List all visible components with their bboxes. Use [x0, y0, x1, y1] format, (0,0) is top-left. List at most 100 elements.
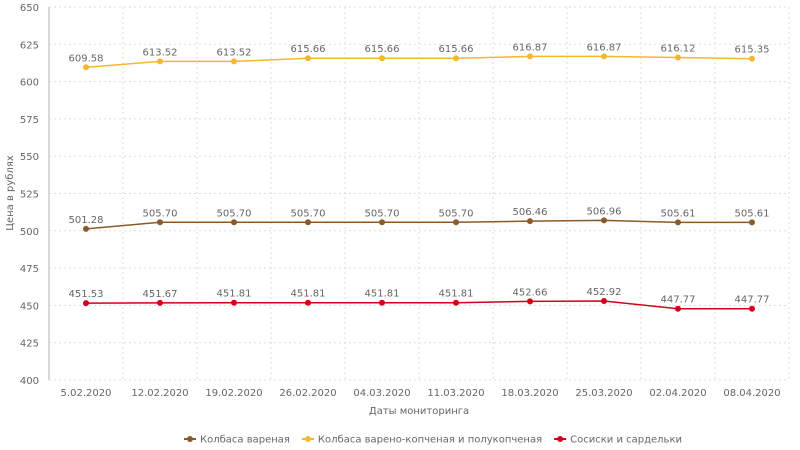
data-label: 505.70	[143, 208, 178, 219]
data-point[interactable]	[527, 218, 533, 225]
data-label: 616.87	[513, 42, 548, 53]
data-point[interactable]	[83, 225, 89, 232]
data-point[interactable]	[749, 55, 755, 62]
data-point[interactable]	[157, 219, 163, 226]
data-label: 451.81	[365, 289, 400, 300]
y-tick-label: 525	[20, 190, 39, 201]
x-tick-label: 19.02.2020	[205, 388, 262, 399]
data-point[interactable]	[601, 217, 607, 224]
data-label: 615.66	[291, 44, 326, 55]
y-tick-label: 425	[20, 339, 39, 350]
data-label: 451.67	[143, 289, 178, 300]
x-tick-label: 11.03.2020	[427, 388, 484, 399]
data-label: 505.70	[291, 208, 326, 219]
data-point[interactable]	[453, 219, 459, 226]
data-point[interactable]	[675, 54, 681, 61]
data-label: 615.66	[439, 44, 474, 55]
data-point[interactable]	[749, 305, 755, 312]
y-axis: 400 425 450 475 500 525 550 575 600 625 650	[20, 3, 50, 387]
y-tick-label: 500	[20, 227, 39, 238]
data-label: 613.52	[143, 47, 178, 58]
legend-item-0[interactable]: Колбаса вареная	[184, 435, 290, 446]
legend-label: Колбаса варено-копченая и полукопченая	[318, 435, 542, 446]
y-tick-label: 650	[20, 3, 39, 14]
data-point[interactable]	[157, 58, 163, 65]
x-axis-title: Даты мониторинга	[369, 406, 469, 417]
series-0: 501.28 505.70 505.70 505.70 505.70 505.70 506.…	[69, 206, 770, 232]
data-point[interactable]	[379, 55, 385, 62]
x-tick-label: 12.02.2020	[131, 388, 188, 399]
data-point[interactable]	[675, 305, 681, 312]
legend-marker-icon	[557, 436, 564, 442]
legend-label: Сосиски и сардельки	[570, 435, 682, 446]
data-label: 615.35	[735, 45, 770, 56]
data-label: 447.77	[661, 295, 696, 306]
data-point[interactable]	[453, 55, 459, 62]
x-tick-label: 04.03.2020	[353, 388, 410, 399]
x-tick-label: 5.02.2020	[61, 388, 112, 399]
data-point[interactable]	[379, 299, 385, 306]
legend-marker-icon	[304, 436, 311, 442]
legend-item-2[interactable]: Сосиски и сардельки	[554, 435, 682, 446]
data-label: 505.70	[217, 208, 252, 219]
data-point[interactable]	[453, 299, 459, 306]
data-point[interactable]	[601, 298, 607, 305]
data-label: 451.81	[439, 289, 474, 300]
x-axis: 5.02.2020 12.02.2020 19.02.2020 26.02.2020 0…	[61, 388, 781, 399]
x-tick-label: 18.03.2020	[501, 388, 558, 399]
data-point[interactable]	[305, 219, 311, 226]
x-tick-label: 26.02.2020	[279, 388, 336, 399]
data-label: 452.66	[513, 287, 548, 298]
grid	[48, 6, 790, 381]
legend: Колбаса вареная Колбаса варено-копченая и…	[184, 435, 682, 446]
series-group: 501.28 505.70 505.70 505.70 505.70 505.70 506.…	[69, 42, 770, 312]
data-label: 506.96	[587, 206, 622, 217]
data-label: 505.61	[661, 208, 696, 219]
y-tick-label: 550	[20, 152, 39, 163]
data-point[interactable]	[231, 299, 237, 306]
data-point[interactable]	[527, 298, 533, 305]
data-point[interactable]	[527, 53, 533, 60]
data-point[interactable]	[231, 219, 237, 226]
data-label: 505.70	[439, 208, 474, 219]
data-point[interactable]	[157, 299, 163, 306]
data-label: 615.66	[365, 44, 400, 55]
data-label: 616.87	[587, 42, 622, 53]
data-label: 452.92	[587, 287, 622, 298]
data-label: 505.61	[735, 208, 770, 219]
data-point[interactable]	[83, 300, 89, 307]
data-label: 505.70	[365, 208, 400, 219]
y-tick-label: 400	[20, 376, 39, 387]
series-line	[85, 55, 753, 69]
data-label: 506.46	[513, 207, 548, 218]
y-tick-label: 475	[20, 264, 39, 275]
data-point[interactable]	[749, 219, 755, 226]
legend-marker-icon	[187, 436, 193, 442]
y-tick-label: 625	[20, 40, 39, 51]
series-line	[85, 219, 752, 230]
x-tick-label: 25.03.2020	[575, 388, 632, 399]
x-tick-label: 02.04.2020	[649, 388, 706, 399]
data-label: 609.58	[69, 53, 104, 64]
data-point[interactable]	[305, 55, 311, 62]
data-label: 501.28	[69, 215, 104, 226]
data-label: 451.81	[217, 289, 252, 300]
y-tick-label: 575	[20, 115, 39, 126]
data-point[interactable]	[675, 219, 681, 226]
data-point[interactable]	[379, 219, 385, 226]
data-point[interactable]	[601, 53, 607, 60]
series-line	[85, 300, 752, 310]
series-1: 609.58 613.52 613.52 615.66 615.66 615.66 616.…	[69, 42, 770, 71]
data-label: 447.77	[735, 295, 770, 306]
data-label: 451.81	[291, 289, 326, 300]
data-point[interactable]	[83, 64, 89, 71]
y-tick-label: 450	[20, 301, 39, 312]
data-point[interactable]	[231, 58, 237, 65]
legend-label: Колбаса вареная	[200, 435, 290, 446]
y-axis-title: Цена в рублях	[5, 155, 16, 231]
legend-item-1[interactable]: Колбаса варено-копченая и полукопченая	[301, 435, 542, 446]
data-label: 616.12	[661, 44, 696, 55]
data-point[interactable]	[305, 299, 311, 306]
data-label: 613.52	[217, 47, 252, 58]
